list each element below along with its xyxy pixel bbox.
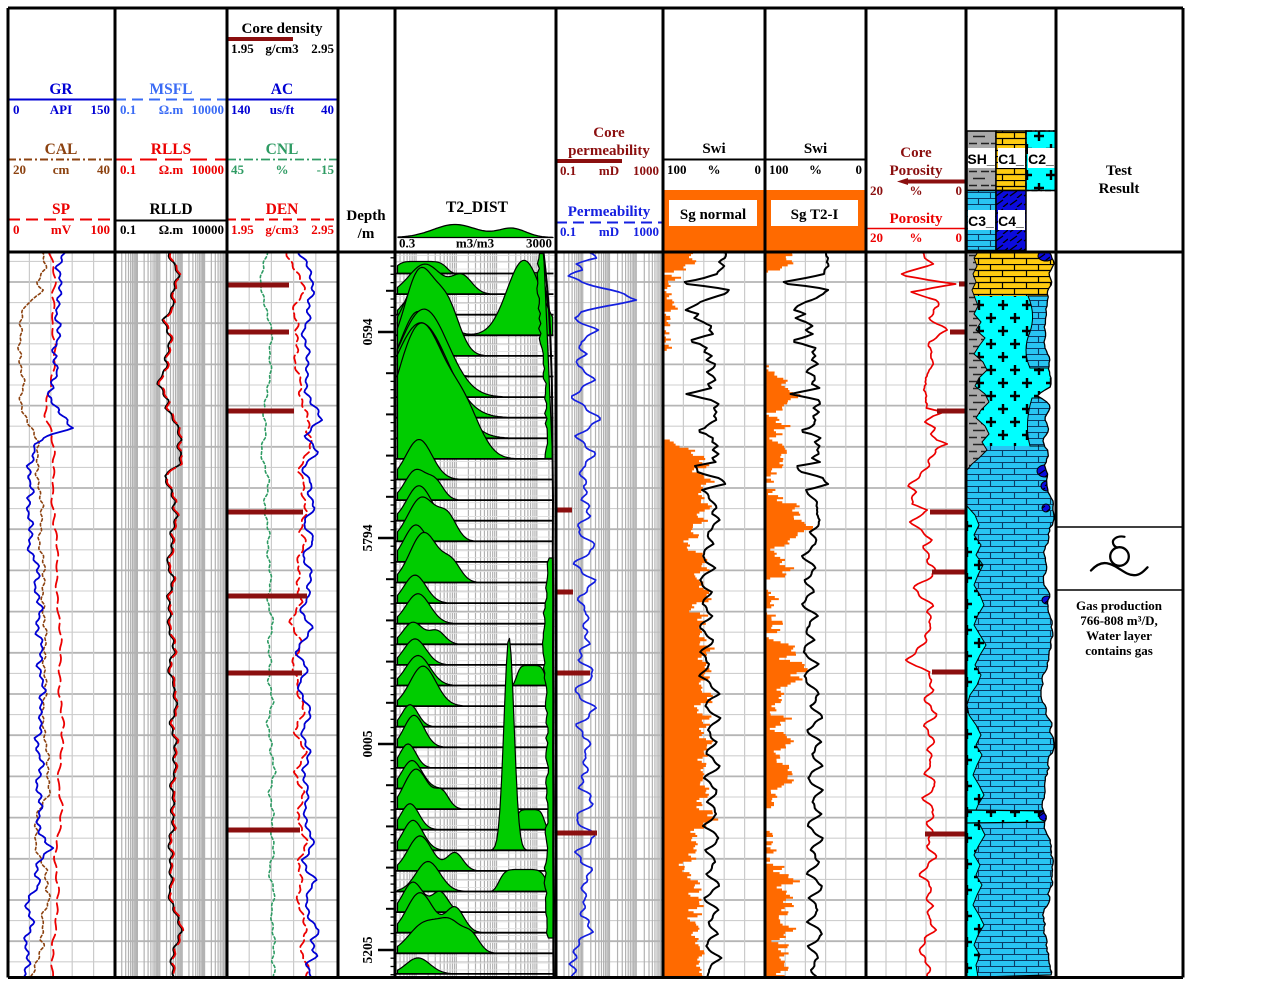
svg-text:mD: mD [599, 163, 619, 178]
svg-text:45: 45 [231, 162, 245, 177]
svg-text:1.95: 1.95 [231, 222, 254, 237]
svg-text:0.1: 0.1 [560, 163, 576, 178]
svg-text:5205: 5205 [360, 936, 375, 963]
svg-text:10000: 10000 [192, 102, 225, 117]
svg-text:40: 40 [321, 102, 334, 117]
svg-text:g/cm3: g/cm3 [265, 41, 299, 56]
svg-text:Permeability: Permeability [568, 204, 651, 220]
svg-text:SP: SP [52, 201, 71, 218]
svg-text:0: 0 [13, 222, 20, 237]
svg-text:0594: 0594 [360, 318, 375, 345]
svg-text:3000: 3000 [526, 236, 552, 251]
svg-text:5794: 5794 [360, 524, 375, 551]
svg-text:10000: 10000 [192, 162, 225, 177]
svg-text:0.1: 0.1 [120, 102, 136, 117]
svg-text:0005: 0005 [360, 730, 375, 757]
svg-text:Core: Core [593, 125, 625, 141]
svg-text:766-808 m³/D,: 766-808 m³/D, [1080, 613, 1158, 628]
svg-text:C4_: C4_ [998, 213, 1024, 229]
svg-text:Ω.m: Ω.m [159, 102, 184, 117]
svg-text:0.3: 0.3 [399, 236, 416, 251]
svg-text:%: % [276, 162, 289, 177]
svg-text:1000: 1000 [633, 224, 659, 239]
svg-text:0: 0 [755, 162, 762, 177]
svg-text:Test: Test [1106, 163, 1132, 179]
svg-text:Swi: Swi [804, 141, 827, 157]
svg-text:Ω.m: Ω.m [159, 222, 184, 237]
svg-text:GR: GR [49, 81, 73, 98]
svg-text:Depth: Depth [346, 208, 386, 224]
svg-text:MSFL: MSFL [149, 81, 192, 98]
svg-text:140: 140 [231, 102, 251, 117]
svg-text:DEN: DEN [266, 201, 299, 218]
svg-text:Core density: Core density [242, 21, 323, 37]
svg-text:mD: mD [599, 224, 619, 239]
svg-text:1.95: 1.95 [231, 41, 254, 56]
svg-text:Sg T2-I: Sg T2-I [791, 207, 839, 223]
svg-text:Gas production: Gas production [1076, 598, 1163, 613]
svg-text:m3/m3: m3/m3 [456, 236, 495, 251]
svg-text:10000: 10000 [192, 222, 225, 237]
svg-text:20: 20 [870, 183, 883, 198]
svg-text:%: % [910, 230, 923, 245]
svg-text:0: 0 [13, 102, 20, 117]
svg-text:Sg normal: Sg normal [680, 207, 746, 223]
svg-text:C2_: C2_ [1028, 151, 1054, 167]
svg-text:mV: mV [51, 222, 72, 237]
svg-text:C3_: C3_ [968, 213, 994, 229]
svg-text:RLLD: RLLD [149, 201, 192, 218]
svg-text:%: % [708, 162, 721, 177]
svg-text:Porosity: Porosity [889, 211, 943, 227]
svg-text:100: 100 [769, 162, 789, 177]
svg-text:100: 100 [667, 162, 687, 177]
svg-text:%: % [910, 183, 923, 198]
svg-text:0: 0 [856, 162, 863, 177]
svg-text:Result: Result [1099, 181, 1140, 197]
svg-text:0.1: 0.1 [120, 222, 136, 237]
svg-text:cm: cm [53, 162, 70, 177]
svg-text:0.1: 0.1 [120, 162, 136, 177]
svg-text:permeability: permeability [568, 143, 650, 159]
svg-text:0: 0 [956, 230, 963, 245]
svg-text:C1_: C1_ [998, 151, 1024, 167]
svg-text:API: API [50, 102, 72, 117]
svg-text:SH_: SH_ [967, 151, 994, 167]
svg-text:CNL: CNL [266, 141, 299, 158]
svg-text:T2_DIST: T2_DIST [446, 199, 509, 216]
svg-text:Swi: Swi [702, 141, 725, 157]
svg-text:150: 150 [91, 102, 111, 117]
svg-text:%: % [809, 162, 822, 177]
svg-text:CAL: CAL [45, 141, 78, 158]
svg-text:Ω.m: Ω.m [159, 162, 184, 177]
svg-text:0: 0 [956, 183, 963, 198]
svg-text:20: 20 [870, 230, 883, 245]
svg-text:2.95: 2.95 [311, 41, 334, 56]
svg-text:Porosity: Porosity [889, 163, 943, 179]
svg-text:2.95: 2.95 [311, 222, 334, 237]
svg-text:20: 20 [13, 162, 26, 177]
svg-text:1000: 1000 [633, 163, 659, 178]
svg-text:us/ft: us/ft [270, 102, 295, 117]
svg-text:Core: Core [900, 145, 932, 161]
svg-text:0.1: 0.1 [560, 224, 576, 239]
svg-text:Water layer: Water layer [1086, 628, 1152, 643]
svg-text:/m: /m [357, 226, 375, 242]
svg-text:40: 40 [97, 162, 110, 177]
svg-text:RLLS: RLLS [151, 141, 192, 158]
svg-text:-15: -15 [317, 162, 335, 177]
svg-text:AC: AC [271, 81, 293, 98]
svg-text:100: 100 [91, 222, 111, 237]
svg-text:contains gas: contains gas [1085, 643, 1153, 658]
svg-text:g/cm3: g/cm3 [265, 222, 299, 237]
